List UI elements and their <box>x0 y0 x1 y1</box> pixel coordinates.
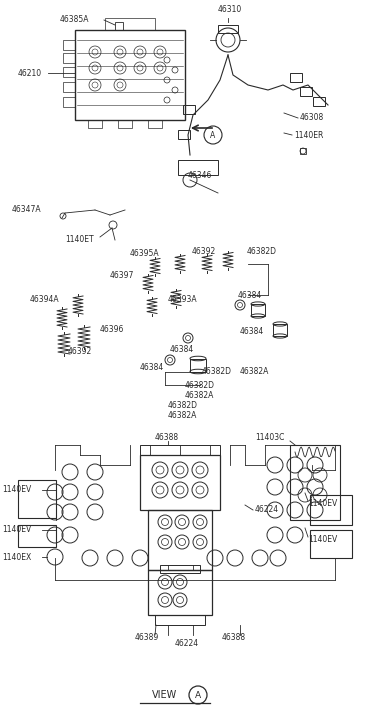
Bar <box>183 105 195 114</box>
Bar <box>160 565 200 573</box>
Bar <box>190 358 206 371</box>
Bar <box>18 525 56 547</box>
Text: 46382A: 46382A <box>185 390 214 400</box>
Bar <box>63 82 75 92</box>
Text: VIEW: VIEW <box>152 690 178 700</box>
Text: 46384: 46384 <box>238 291 262 300</box>
Bar <box>105 18 155 30</box>
Text: 46392: 46392 <box>68 348 92 356</box>
Bar <box>148 120 162 128</box>
Text: A: A <box>210 131 216 140</box>
Text: 46382D: 46382D <box>168 401 198 409</box>
Text: 46346: 46346 <box>188 171 212 180</box>
Text: 46308: 46308 <box>300 113 324 123</box>
Bar <box>140 455 220 510</box>
Bar <box>313 97 325 106</box>
Bar <box>300 87 312 96</box>
Bar <box>18 480 56 518</box>
Bar <box>63 40 75 50</box>
Bar <box>75 30 185 120</box>
Bar <box>118 120 132 128</box>
Bar <box>251 304 265 316</box>
Text: 1140EV: 1140EV <box>2 526 31 534</box>
Bar <box>148 570 212 615</box>
Bar <box>63 67 75 77</box>
Bar <box>310 495 352 525</box>
Bar <box>300 148 306 154</box>
Text: 46382D: 46382D <box>202 368 232 377</box>
Bar <box>290 73 302 82</box>
Bar <box>148 510 212 570</box>
Text: 46393A: 46393A <box>168 295 198 305</box>
Bar <box>88 120 102 128</box>
Bar <box>140 445 220 455</box>
Text: 46395A: 46395A <box>130 249 160 257</box>
Bar <box>63 97 75 107</box>
Text: 1140EV: 1140EV <box>308 499 337 507</box>
Bar <box>178 130 190 139</box>
Text: 46388: 46388 <box>222 633 246 643</box>
Bar <box>310 530 352 558</box>
Bar <box>273 324 287 336</box>
Text: 46347A: 46347A <box>12 206 42 214</box>
Text: 46382A: 46382A <box>240 368 269 377</box>
Text: 1140EX: 1140EX <box>2 553 31 561</box>
Text: 46310: 46310 <box>218 6 242 15</box>
Bar <box>115 22 123 30</box>
Text: 46394A: 46394A <box>30 295 60 305</box>
Bar <box>63 53 75 63</box>
Text: 46384: 46384 <box>240 327 264 337</box>
Text: 46382D: 46382D <box>247 246 277 255</box>
Text: 46384: 46384 <box>140 364 164 372</box>
Text: 46384: 46384 <box>170 345 194 355</box>
Text: 46392: 46392 <box>192 246 216 255</box>
Text: 46210: 46210 <box>18 68 42 78</box>
Text: 46396: 46396 <box>100 326 124 334</box>
Bar <box>155 615 205 625</box>
Text: 11403C: 11403C <box>255 433 284 443</box>
Text: 1140EV: 1140EV <box>308 536 337 545</box>
Text: 46385A: 46385A <box>60 15 90 25</box>
Text: 1140EV: 1140EV <box>2 486 31 494</box>
Bar <box>290 445 340 520</box>
Text: 46224: 46224 <box>255 505 279 515</box>
Text: 46397: 46397 <box>110 271 134 281</box>
Text: 46224: 46224 <box>175 638 199 648</box>
Bar <box>178 160 218 175</box>
Text: 46388: 46388 <box>155 433 179 443</box>
Text: 1140ET: 1140ET <box>65 236 94 244</box>
Text: A: A <box>195 691 201 699</box>
Bar <box>218 25 238 33</box>
Text: 46382A: 46382A <box>168 411 197 419</box>
Text: 46389: 46389 <box>135 633 159 643</box>
Text: 46382D: 46382D <box>185 380 215 390</box>
Text: 1140ER: 1140ER <box>294 131 324 140</box>
